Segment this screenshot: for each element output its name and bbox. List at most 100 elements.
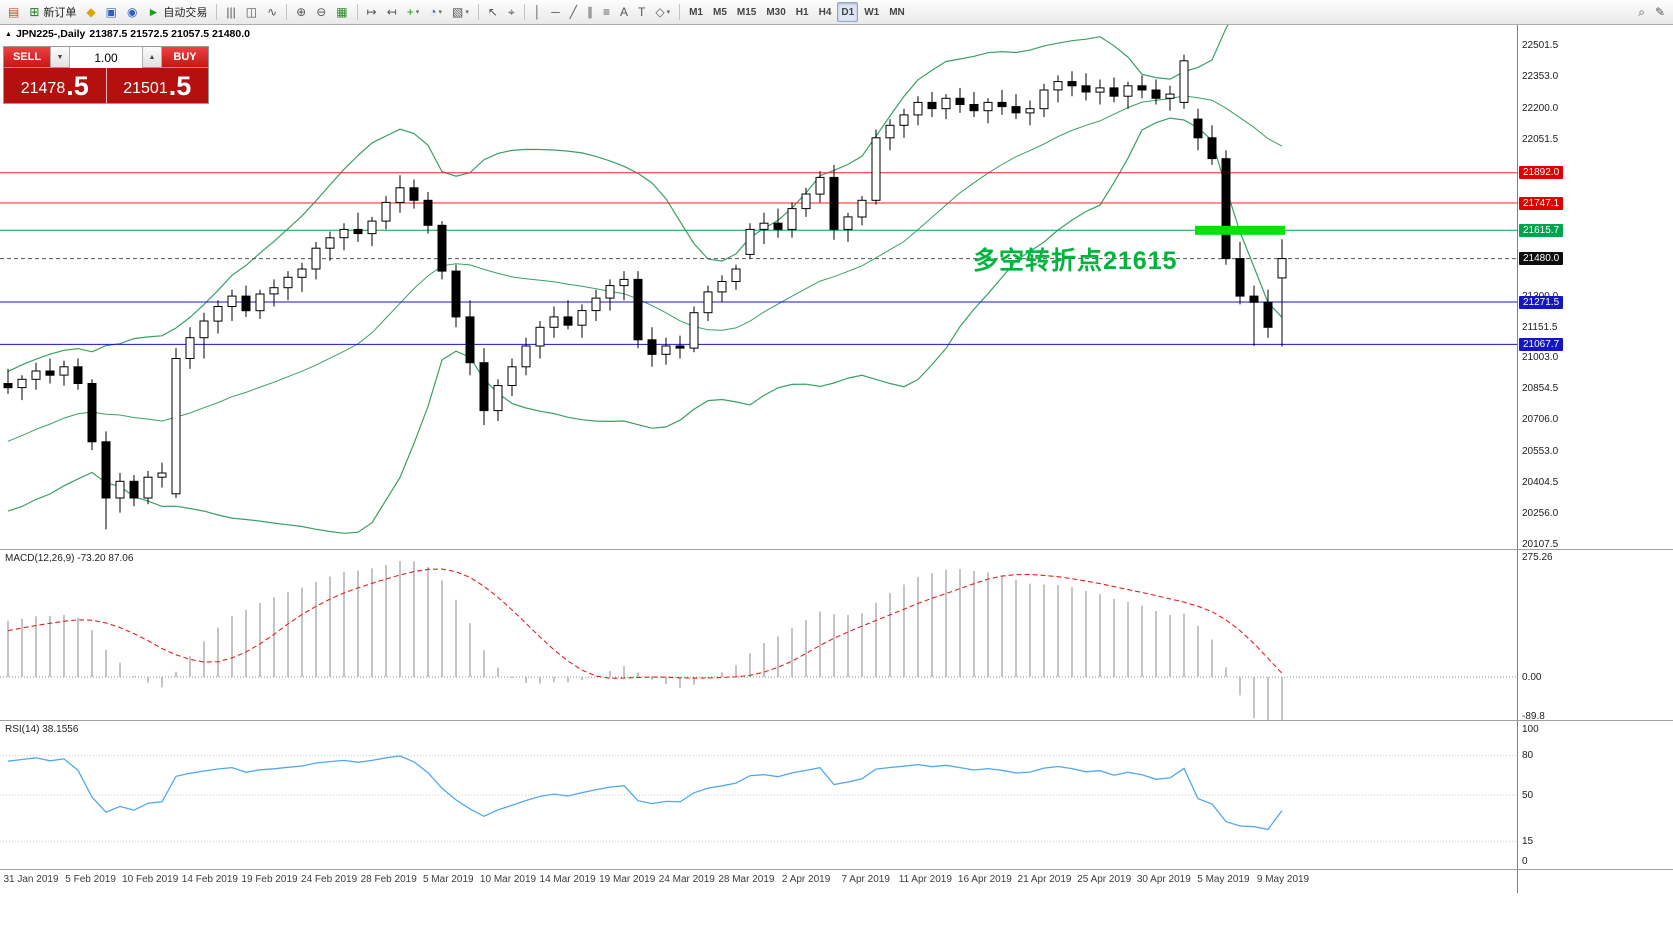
sell-button[interactable]: SELL (4, 47, 50, 67)
arrows-button[interactable]: ◇ ▾ (651, 2, 674, 22)
date-label: 28 Feb 2019 (360, 874, 417, 885)
main-chart-canvas[interactable] (0, 25, 1517, 549)
zoom-out-icon: ⊖ (316, 5, 327, 19)
timeframe-d1-button[interactable]: D1 (837, 2, 859, 22)
ohlc-values: 21387.5 21572.5 21057.5 21480.0 (89, 28, 250, 40)
price-tick: 21151.5 (1522, 321, 1558, 333)
date-label: 5 Feb 2019 (65, 874, 116, 885)
price-tick: 22353.0 (1522, 71, 1559, 83)
autotrading-button[interactable]: ► 自动交易 (143, 2, 211, 22)
horizontal-line-icon: ─ (551, 5, 560, 19)
auto-scroll-button[interactable]: ↦ (363, 2, 381, 22)
caret-down-icon: ▾ (415, 9, 420, 16)
templates-button[interactable]: ▧ ▾ (448, 2, 473, 22)
cursor-button[interactable]: ↖ (484, 2, 502, 22)
navigator-button[interactable]: ◉ (123, 2, 141, 22)
vertical-line-button[interactable]: │ (530, 2, 546, 22)
date-label: 19 Mar 2019 (599, 874, 656, 885)
date-label: 24 Feb 2019 (301, 874, 358, 885)
line-chart-icon: ∿ (267, 5, 278, 19)
date-label: 24 Mar 2019 (658, 874, 715, 885)
autotrading-button-label: 自动交易 (163, 7, 208, 19)
date-label: 16 Apr 2019 (957, 874, 1012, 885)
price-tick: 20107.5 (1522, 538, 1559, 550)
crosshair-button[interactable]: ⌖ (504, 2, 519, 22)
zoom-out-button[interactable]: ⊖ (312, 2, 330, 22)
periods-icon: ◔ (429, 5, 437, 19)
macd-scale-tick: 0.00 (1522, 671, 1542, 683)
buy-price-int: 21501 (123, 80, 168, 97)
equidistant-channel-button[interactable]: ∥ (583, 2, 597, 22)
equidistant-channel-icon: ∥ (586, 5, 593, 19)
timeframe-m1-button-label: M1 (689, 6, 703, 18)
bar-chart-button[interactable]: ||| (222, 2, 239, 22)
timeframe-h1-button[interactable]: H1 (792, 2, 813, 22)
panel-separator[interactable] (0, 720, 1673, 721)
zoom-in-button[interactable]: ⊕ (292, 2, 310, 22)
timeframe-h4-button[interactable]: H4 (815, 2, 836, 22)
volume-decrease-button[interactable]: ▼ (50, 47, 70, 67)
profiles-button[interactable]: ◆ (82, 2, 99, 22)
trendline-icon: ╱ (569, 5, 577, 19)
toolbar-separator (679, 4, 681, 20)
autotrading-icon: ► (147, 5, 160, 19)
time-axis[interactable]: 31 Jan 2019 5 Feb 2019 10 Feb 2019 14 Feb 2… (0, 869, 1517, 893)
toolbar-separator (523, 4, 525, 20)
price-tick: 20256.0 (1522, 507, 1559, 519)
candlestick-chart-button[interactable]: ◫ (242, 2, 261, 22)
rsi-indicator-canvas[interactable] (0, 720, 1517, 869)
trendline-button[interactable]: ╱ (566, 2, 581, 22)
caret-down-icon: ▾ (438, 9, 443, 16)
line-chart-button[interactable]: ∿ (263, 2, 281, 22)
panel-separator[interactable] (0, 869, 1673, 870)
rsi-scale-tick: 0 (1522, 855, 1528, 867)
timeframe-m1-button[interactable]: M1 (685, 2, 707, 22)
tile-windows-button[interactable]: ▦ (332, 2, 351, 22)
toolbar-separator (356, 4, 358, 20)
quick-edit-icon: ✎ (1654, 5, 1665, 19)
timeframe-w1-button-label: W1 (864, 6, 880, 18)
timeframe-h1-button-label: H1 (795, 6, 809, 18)
templates-icon: ▧ (452, 5, 464, 19)
timeframe-m15-button[interactable]: M15 (733, 2, 760, 22)
data-window-button[interactable]: ▣ (102, 2, 121, 22)
quick-edit-button[interactable]: ✎ (1651, 2, 1669, 22)
date-label: 10 Mar 2019 (479, 874, 537, 885)
timeframe-m5-button-label: M5 (712, 6, 727, 18)
buy-price[interactable]: 21501.5 (106, 68, 208, 103)
chart-shift-button[interactable]: ↤ (383, 2, 401, 22)
periods-button[interactable]: ◔ ▾ (425, 2, 446, 22)
caret-down-icon: ▾ (465, 9, 469, 16)
timeframe-mn-button[interactable]: MN (885, 2, 909, 22)
date-label: 5 Mar 2019 (423, 874, 474, 885)
buy-button[interactable]: BUY (162, 47, 208, 67)
text-icon: A (619, 5, 628, 19)
panel-separator[interactable] (0, 549, 1673, 550)
price-tick: 22051.5 (1522, 134, 1559, 146)
macd-indicator-canvas[interactable] (0, 549, 1517, 720)
indicators-button[interactable]: + ▾ (403, 2, 424, 22)
volume-increase-button[interactable]: ▲ (142, 47, 162, 67)
sell-price[interactable]: 21478.5 (4, 68, 107, 103)
new-order-button[interactable]: ⊞ 新订单 (25, 2, 80, 22)
sell-price-frac: .5 (66, 71, 89, 101)
timeframe-m5-button[interactable]: M5 (709, 2, 731, 22)
chart-shift-icon: ↤ (386, 5, 397, 19)
volume-input[interactable] (70, 47, 142, 69)
timeframe-w1-button[interactable]: W1 (860, 2, 883, 22)
text-label-button[interactable]: T (634, 2, 649, 22)
date-label: 28 Mar 2019 (718, 874, 775, 885)
horizontal-line-button[interactable]: ─ (547, 2, 564, 22)
pivot-annotation: 多空转折点21615 (973, 247, 1178, 275)
timeframe-m30-button[interactable]: M30 (762, 2, 789, 22)
text-label-icon: T (637, 5, 646, 19)
fibonacci-button[interactable]: ≡ (599, 2, 614, 22)
timeframe-m15-button-label: M15 (736, 6, 757, 18)
search-button[interactable]: ⌕ (1634, 2, 1649, 22)
current-price-price-label: 21480.0 (1519, 252, 1564, 266)
new-chart-button[interactable]: ▤ (4, 2, 23, 22)
auto-scroll-icon: ↦ (366, 5, 377, 19)
new-chart-icon: ▤ (8, 5, 20, 19)
text-button[interactable]: A (616, 2, 632, 22)
price-axis[interactable]: 22501.522353.022200.022051.521300.021151… (1517, 25, 1673, 893)
